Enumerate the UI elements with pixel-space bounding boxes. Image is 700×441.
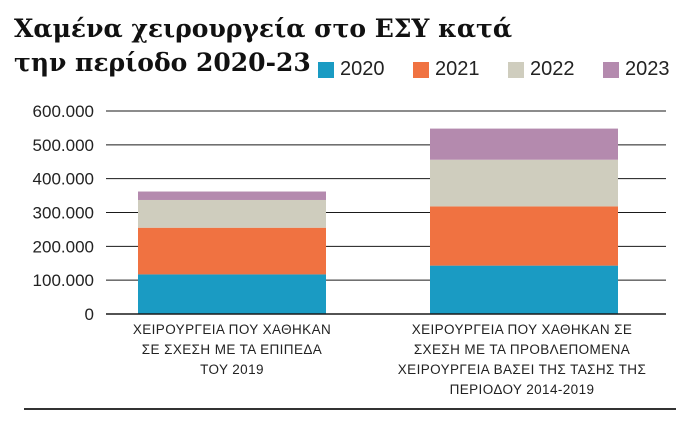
bar-segment-2023-cat1: [138, 191, 326, 200]
bar-segment-2023-cat2: [430, 128, 618, 160]
category-label-1-line-1: ΧΕΙΡΟΥΡΓΕΙΑ ΠΟΥ ΧΑΘΗΚΑΝ: [132, 322, 332, 337]
bottom-divider: [24, 408, 676, 410]
legend-label-2020: 2020: [340, 58, 385, 80]
category-label-1-line-3: ΤΟΥ 2019: [200, 362, 264, 377]
category-label-2: ΧΕΙΡΟΥΡΓΕΙΑ ΠΟΥ ΧΑΘΗΚΑΝ ΣΕ ΣΧΕΣΗ ΜΕ ΤΑ Π…: [378, 320, 666, 400]
bar-segment-2021-cat2: [430, 206, 618, 266]
legend-swatch-2020: [318, 61, 334, 78]
bar-segment-2022-cat2: [430, 159, 618, 207]
legend-label-2023: 2023: [625, 58, 670, 80]
category-label-2-line-2: ΣΧΕΣΗ ΜΕ ΤΑ ΠΡΟΒΛΕΠΟΜΕΝΑ: [413, 342, 631, 357]
y-tick-label-4: 400.000: [33, 170, 94, 189]
category-label-2-line-4: ΠΕΡΙΟΔΟΥ 2014-2019: [449, 382, 595, 397]
legend-label-2022: 2022: [530, 58, 575, 80]
legend-item-2021: 2021: [413, 58, 508, 81]
y-tick-label-6: 600.000: [33, 102, 94, 121]
chart-title: Χαμένα χειρουργεία στο ΕΣΥ κατά την περί…: [14, 12, 512, 80]
chart-title-line-2: την περίοδο 2020-23: [14, 48, 311, 77]
bar-segment-2022-cat1: [138, 199, 326, 228]
y-tick-label-1: 100.000: [33, 271, 94, 290]
category-label-1: ΧΕΙΡΟΥΡΓΕΙΑ ΠΟΥ ΧΑΘΗΚΑΝ ΣΕ ΣΧΕΣΗ ΜΕ ΤΑ Ε…: [112, 320, 352, 380]
legend-swatch-2022: [508, 61, 524, 78]
y-tick-label-3: 300.000: [33, 204, 94, 223]
legend: 2020 2021 2022 2023: [318, 58, 698, 81]
legend-item-2023: 2023: [603, 58, 698, 81]
category-label-2-line-1: ΧΕΙΡΟΥΡΓΕΙΑ ΠΟΥ ΧΑΘΗΚΑΝ ΣΕ: [411, 322, 633, 337]
legend-swatch-2021: [413, 61, 429, 78]
chart-title-line-1: Χαμένα χειρουργεία στο ΕΣΥ κατά: [14, 14, 513, 43]
category-label-1-line-2: ΣΕ ΣΧΕΣΗ ΜΕ ΤΑ ΕΠΙΠΕΔΑ: [141, 342, 323, 357]
category-label-2-line-3: ΧΕΙΡΟΥΡΓΕΙΑ ΒΑΣΕΙ ΤΗΣ ΤΑΣΗΣ ΤΗΣ: [397, 362, 647, 377]
bar-segment-2021-cat1: [138, 227, 326, 275]
bar-segment-2020-cat2: [430, 265, 618, 314]
legend-item-2022: 2022: [508, 58, 603, 81]
legend-item-2020: 2020: [318, 58, 413, 81]
legend-swatch-2023: [603, 61, 619, 78]
y-tick-label-5: 500.000: [33, 136, 94, 155]
bar-segment-2020-cat1: [138, 274, 326, 314]
y-tick-label-2: 200.000: [33, 237, 94, 256]
legend-label-2021: 2021: [435, 58, 480, 80]
y-tick-label-0: 0: [85, 305, 94, 324]
